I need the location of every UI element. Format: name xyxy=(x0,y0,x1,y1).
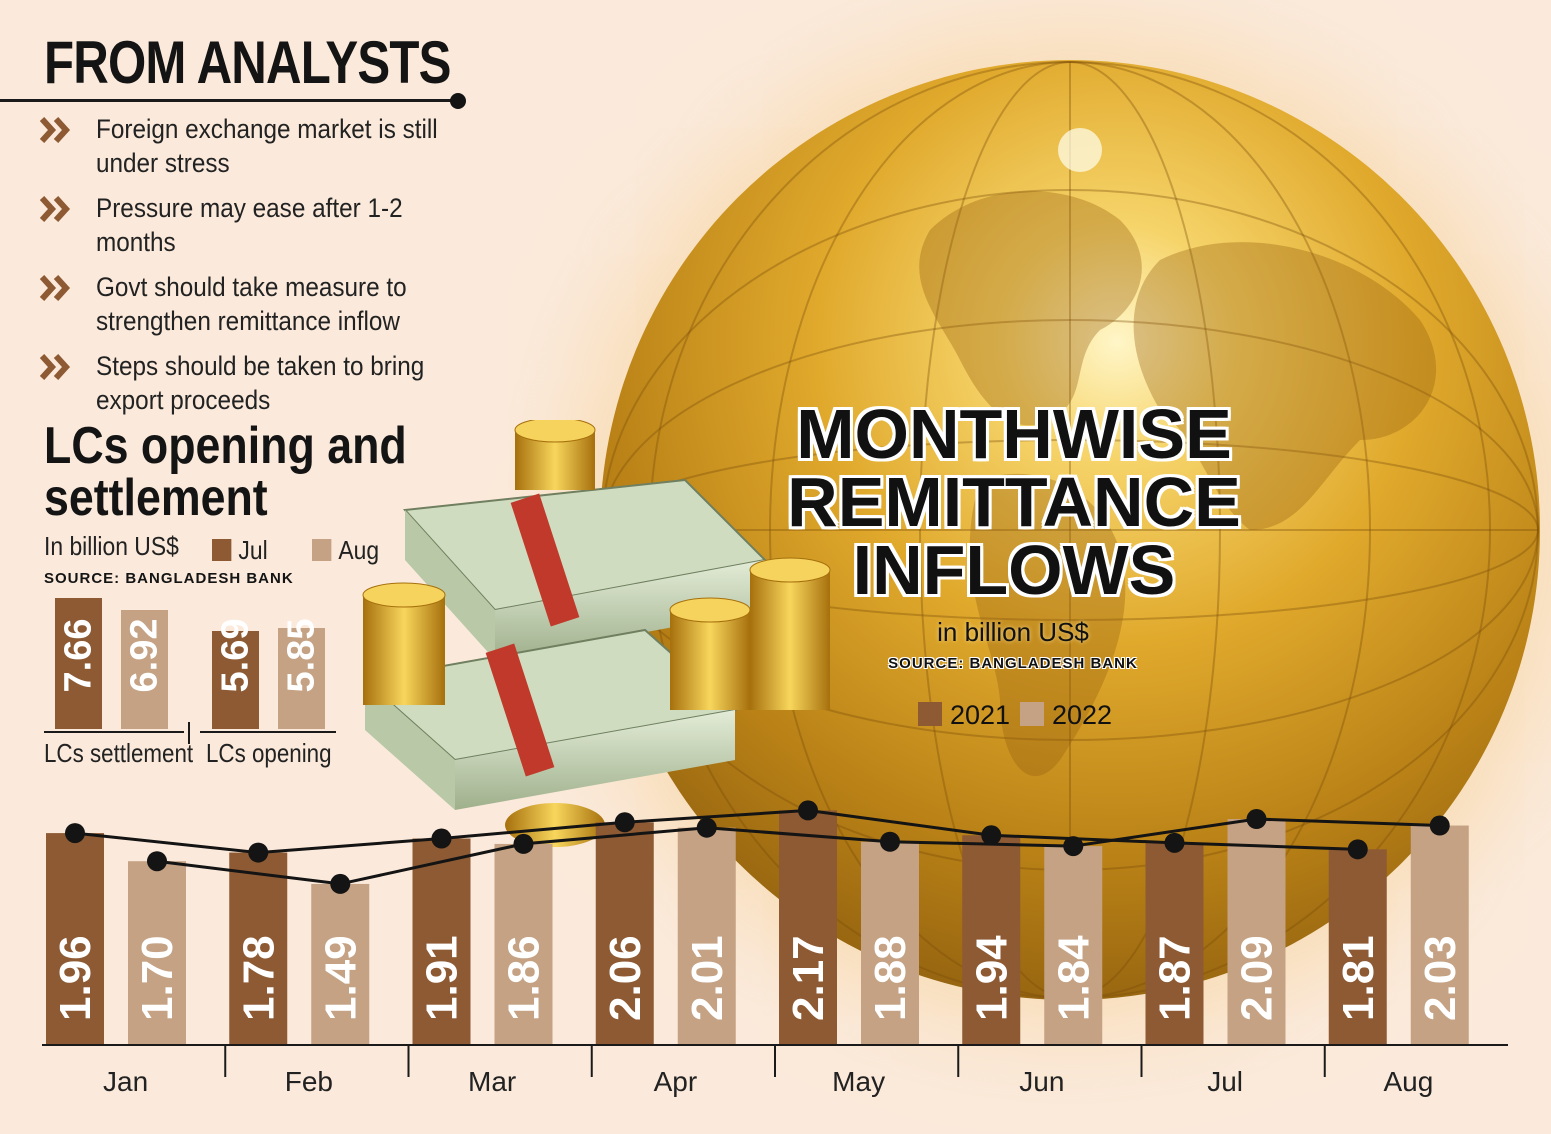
bar-value-label: 1.81 xyxy=(1334,935,1383,1021)
bar-value-label: 1.70 xyxy=(133,935,182,1021)
bar-2021-jan xyxy=(46,833,104,1045)
trend-point-2021 xyxy=(65,823,85,844)
bar-2021-apr xyxy=(595,822,654,1045)
trend-line-2022 xyxy=(156,817,1440,886)
x-axis-label-jun: Jun xyxy=(1019,1066,1064,1097)
double-chevron-icon xyxy=(40,117,71,143)
legend-swatch xyxy=(212,539,232,561)
remittance-source: SOURCE: BANGLADESH BANK xyxy=(888,655,1138,672)
x-axis-label-apr: Apr xyxy=(654,1066,698,1097)
trend-line-2021 xyxy=(74,808,1358,855)
bar-value-label: 1.88 xyxy=(866,935,915,1021)
bar-value-label: 2.03 xyxy=(1416,935,1465,1021)
trend-point-2021 xyxy=(1164,832,1185,853)
trend-point-2021 xyxy=(1347,839,1368,860)
bar-2021-feb xyxy=(229,852,288,1045)
bar-2022-apr xyxy=(677,827,736,1045)
bar-value-label: 2.09 xyxy=(1233,935,1282,1021)
legend-swatch xyxy=(1020,702,1044,726)
trend-point-2022 xyxy=(880,831,900,852)
legend-2021: 2021 xyxy=(918,700,1010,731)
bar-2022-jun xyxy=(1044,846,1103,1045)
double-chevron-icon xyxy=(40,354,71,380)
x-axis-label-aug: Aug xyxy=(1383,1066,1433,1097)
trend-point-2022 xyxy=(513,833,534,854)
trend-point-2021 xyxy=(981,825,1002,846)
x-axis-label-jan: Jan xyxy=(103,1066,148,1097)
bar-2021-jun xyxy=(962,835,1021,1045)
double-chevron-icon xyxy=(40,275,71,301)
analysts-heading: FROM ANALYSTS xyxy=(44,29,451,96)
money-stack-illustration xyxy=(362,420,831,847)
x-axis-label-jul: Jul xyxy=(1207,1066,1243,1097)
trend-point-2022 xyxy=(1063,836,1084,857)
double-chevron-icon xyxy=(40,196,71,222)
bar-value-label: 2.01 xyxy=(683,935,732,1021)
trend-point-2022 xyxy=(1246,809,1267,830)
analyst-point: Foreign exchange market is still under s… xyxy=(40,112,480,180)
remittance-unit-label: in billion US$ xyxy=(937,617,1089,647)
trend-point-2022 xyxy=(330,873,351,894)
bar-2022-mar xyxy=(494,843,553,1045)
analyst-point: Steps should be taken to bring export pr… xyxy=(40,349,480,417)
bar-2021-mar xyxy=(412,838,471,1045)
trend-point-2022 xyxy=(1429,815,1450,836)
bar-value-label: 1.87 xyxy=(1151,935,1200,1021)
bar-2022-feb xyxy=(311,883,370,1045)
lc-baseline xyxy=(200,731,336,733)
lc-category-label: LCs settlement xyxy=(44,738,194,768)
globe-gridlines xyxy=(601,61,1539,999)
x-axis-label-feb: Feb xyxy=(285,1066,333,1097)
analyst-points-list: Foreign exchange market is still under s… xyxy=(40,112,480,428)
bar-2021-jul xyxy=(1145,842,1204,1045)
bar-value-label: 2.17 xyxy=(784,935,833,1021)
x-axis-label-may: May xyxy=(832,1066,885,1097)
x-axis-label-mar: Mar xyxy=(468,1066,516,1097)
bar-2021-aug xyxy=(1328,849,1387,1045)
lc-unit-label: In billion US$ xyxy=(44,531,179,561)
lc-bar-settlement-jul: 7.66 xyxy=(55,598,102,729)
legend-swatch xyxy=(312,539,332,561)
trend-point-2021 xyxy=(614,812,635,833)
bar-2022-aug xyxy=(1410,825,1469,1045)
bar-value-label: 1.84 xyxy=(1049,935,1098,1021)
analyst-point: Govt should take measure to strengthen r… xyxy=(40,270,480,338)
lc-chart-title: LCs opening and settlement xyxy=(44,417,407,527)
lc-baseline xyxy=(44,731,184,733)
bar-2022-jul xyxy=(1227,819,1286,1045)
lc-legend-jul: Jul xyxy=(212,535,268,566)
legend-2022: 2022 xyxy=(1020,700,1112,731)
lc-bar-opening-jul: 5.69 xyxy=(212,619,259,729)
heading-divider xyxy=(0,99,458,102)
bar-value-label: 1.78 xyxy=(234,935,283,1021)
lc-bar-opening-aug: 5.85 xyxy=(278,619,325,729)
bar-value-label: 1.94 xyxy=(967,935,1016,1021)
trend-point-2022 xyxy=(147,851,167,872)
trend-point-2021 xyxy=(431,828,452,849)
bar-value-label: 1.91 xyxy=(418,935,467,1021)
bar-value-label: 2.06 xyxy=(601,935,650,1021)
bar-2022-jan xyxy=(128,861,186,1045)
lc-source: SOURCE: BANGLADESH BANK xyxy=(44,570,294,587)
trend-point-2021 xyxy=(798,800,818,821)
trend-point-2021 xyxy=(248,842,269,863)
bar-2021-may xyxy=(779,810,837,1045)
lc-divider xyxy=(188,722,190,744)
bar-value-label: 1.96 xyxy=(51,935,100,1021)
lc-category-label: LCs opening xyxy=(206,738,332,768)
analyst-point: Pressure may ease after 1-2 months xyxy=(40,191,480,259)
remittance-chart-title: MONTHWISE REMITTANCE INFLOWS xyxy=(787,395,1241,609)
bar-value-label: 1.86 xyxy=(500,935,549,1021)
heading-divider-dot xyxy=(450,93,466,109)
lc-bar-settlement-aug: 6.92 xyxy=(121,610,168,729)
bar-2022-may xyxy=(861,841,919,1045)
lc-legend-aug: Aug xyxy=(312,535,379,566)
trend-point-2022 xyxy=(696,817,717,838)
bar-value-label: 1.49 xyxy=(316,935,365,1021)
legend-swatch xyxy=(918,702,942,726)
